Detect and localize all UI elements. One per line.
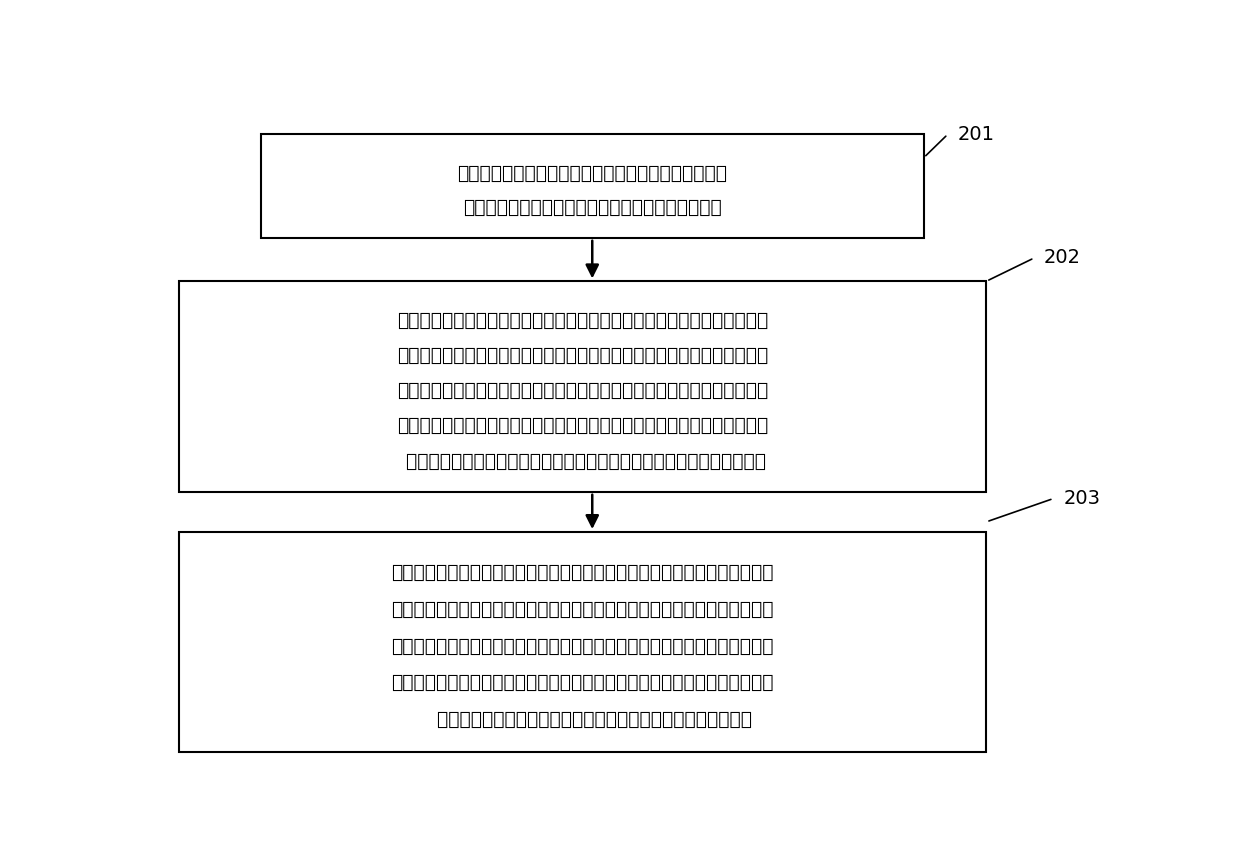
Text: 容积时、控制平台控制将合流制污水干管上水流浊度大于调蓄池水流浊度的污: 容积时、控制平台控制将合流制污水干管上水流浊度大于调蓄池水流浊度的污	[392, 636, 774, 655]
Text: 202: 202	[1044, 248, 1081, 267]
Text: 203: 203	[1063, 489, 1100, 508]
FancyBboxPatch shape	[260, 135, 924, 238]
FancyBboxPatch shape	[179, 532, 986, 753]
Text: 201: 201	[957, 125, 994, 144]
Text: 水进入调蓄池、经调蓄池中液体稀释后池后溢流进入受纳水体、将合流制污水: 水进入调蓄池、经调蓄池中液体稀释后池后溢流进入受纳水体、将合流制污水	[392, 674, 774, 693]
Text: 控制平台实时获取干管水流浊度信息、流量信息以及调: 控制平台实时获取干管水流浊度信息、流量信息以及调	[458, 163, 727, 182]
Text: 蓄池水流浊度信息及液位信息、并对其进行判断处理: 蓄池水流浊度信息及液位信息、并对其进行判断处理	[463, 198, 722, 217]
Text: 度大于调蓄池水流浊度的污水送入污水处理厂、将干管中水流浊度小于调蓄: 度大于调蓄池水流浊度的污水送入污水处理厂、将干管中水流浊度小于调蓄	[397, 417, 769, 436]
FancyBboxPatch shape	[179, 281, 986, 492]
Text: 池水流浊度的水送入调蓄池、而将调蓄池中浊度较高的水排向污水处理厂: 池水流浊度的水送入调蓄池、而将调蓄池中浊度较高的水排向污水处理厂	[399, 451, 765, 470]
Text: 设值的污水送入调蓄池；而于判断出调蓄池无调蓄容积时，将干管中水流浊: 设值的污水送入调蓄池；而于判断出调蓄池无调蓄容积时，将干管中水流浊	[397, 381, 769, 400]
Text: 当污水处理厂无处理能力时、控制平台于判断出调蓄池有调蓄容积时、控制平: 当污水处理厂无处理能力时、控制平台于判断出调蓄池有调蓄容积时、控制平	[392, 563, 774, 582]
Text: 当污水处理厂有处理能力时、于判断出调蓄池有调蓄容积时、控制平台控制: 当污水处理厂有处理能力时、于判断出调蓄池有调蓄容积时、控制平台控制	[397, 311, 769, 330]
Text: 将干管中水流浊度大于一预设值的污水送入污水处理厂、将水流浊度小于预: 将干管中水流浊度大于一预设值的污水送入污水处理厂、将水流浊度小于预	[397, 346, 769, 365]
Text: 干管上水流浊度小于调蓄池水流浊度的污水直接溢流到受纳水体: 干管上水流浊度小于调蓄池水流浊度的污水直接溢流到受纳水体	[413, 710, 753, 729]
Text: 台控制合流制污水干管中的污水全部截留进入调蓄池；于判断出调蓄池无调蓄: 台控制合流制污水干管中的污水全部截留进入调蓄池；于判断出调蓄池无调蓄	[392, 600, 774, 619]
